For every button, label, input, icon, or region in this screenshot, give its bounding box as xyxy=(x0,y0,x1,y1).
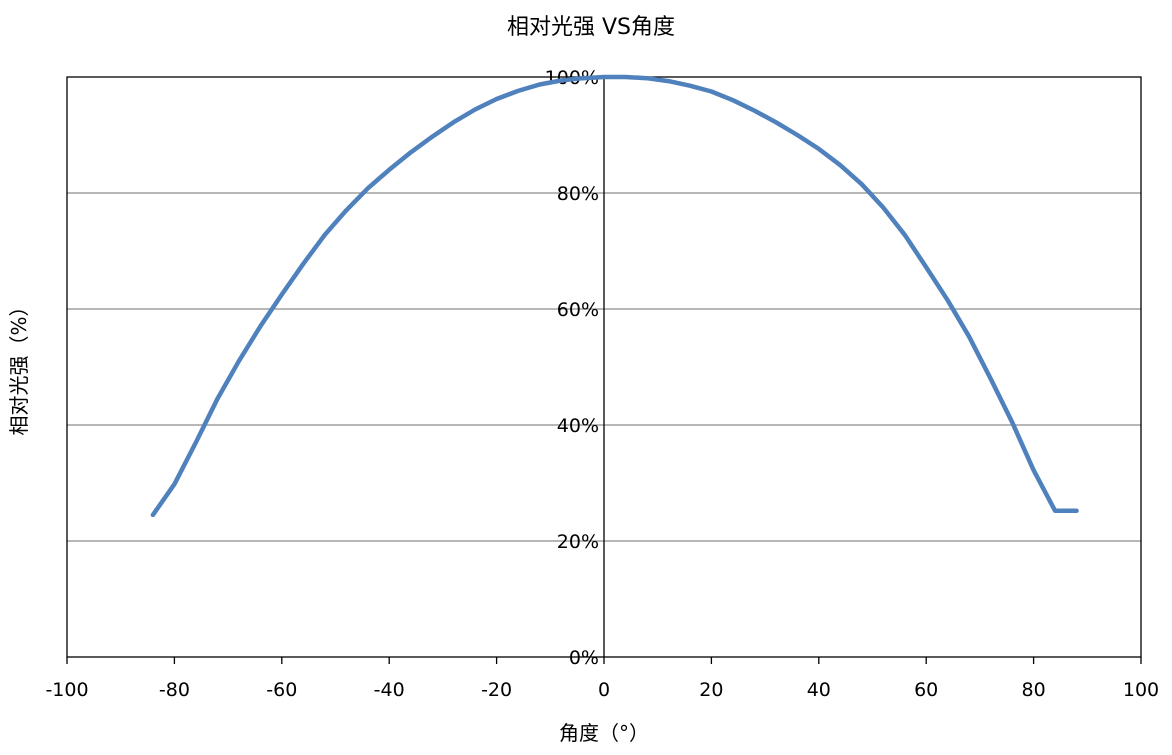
x-tick-label: 20 xyxy=(699,679,723,701)
y-tick-label: 40% xyxy=(557,415,599,437)
x-tick-label: -100 xyxy=(45,679,88,701)
y-axis-title: 相对光强（%） xyxy=(7,296,31,435)
series-line xyxy=(150,74,1079,518)
x-tick-label: 100 xyxy=(1123,679,1159,701)
chart-title: 相对光强 VS角度 xyxy=(507,15,675,40)
x-tick-label: 40 xyxy=(807,679,831,701)
x-tick-label: -80 xyxy=(159,679,190,701)
y-tick-label: 0% xyxy=(569,647,599,669)
x-tick-label: -20 xyxy=(481,679,512,701)
y-tick-label: 60% xyxy=(557,299,599,321)
x-tick-label: -60 xyxy=(266,679,297,701)
y-tick-label: 20% xyxy=(557,531,599,553)
x-tick-label: 60 xyxy=(914,679,938,701)
x-axis-title: 角度（°） xyxy=(559,721,649,745)
x-tick-label: -40 xyxy=(374,679,405,701)
x-tick-label: 80 xyxy=(1022,679,1046,701)
x-tick-label: 0 xyxy=(598,679,610,701)
plot-area: -100 -80 -60 -40 -20 0 20 40 60 80 100 0% 20% 40% 60% 8… xyxy=(45,67,1159,701)
y-tick-label: 80% xyxy=(557,183,599,205)
